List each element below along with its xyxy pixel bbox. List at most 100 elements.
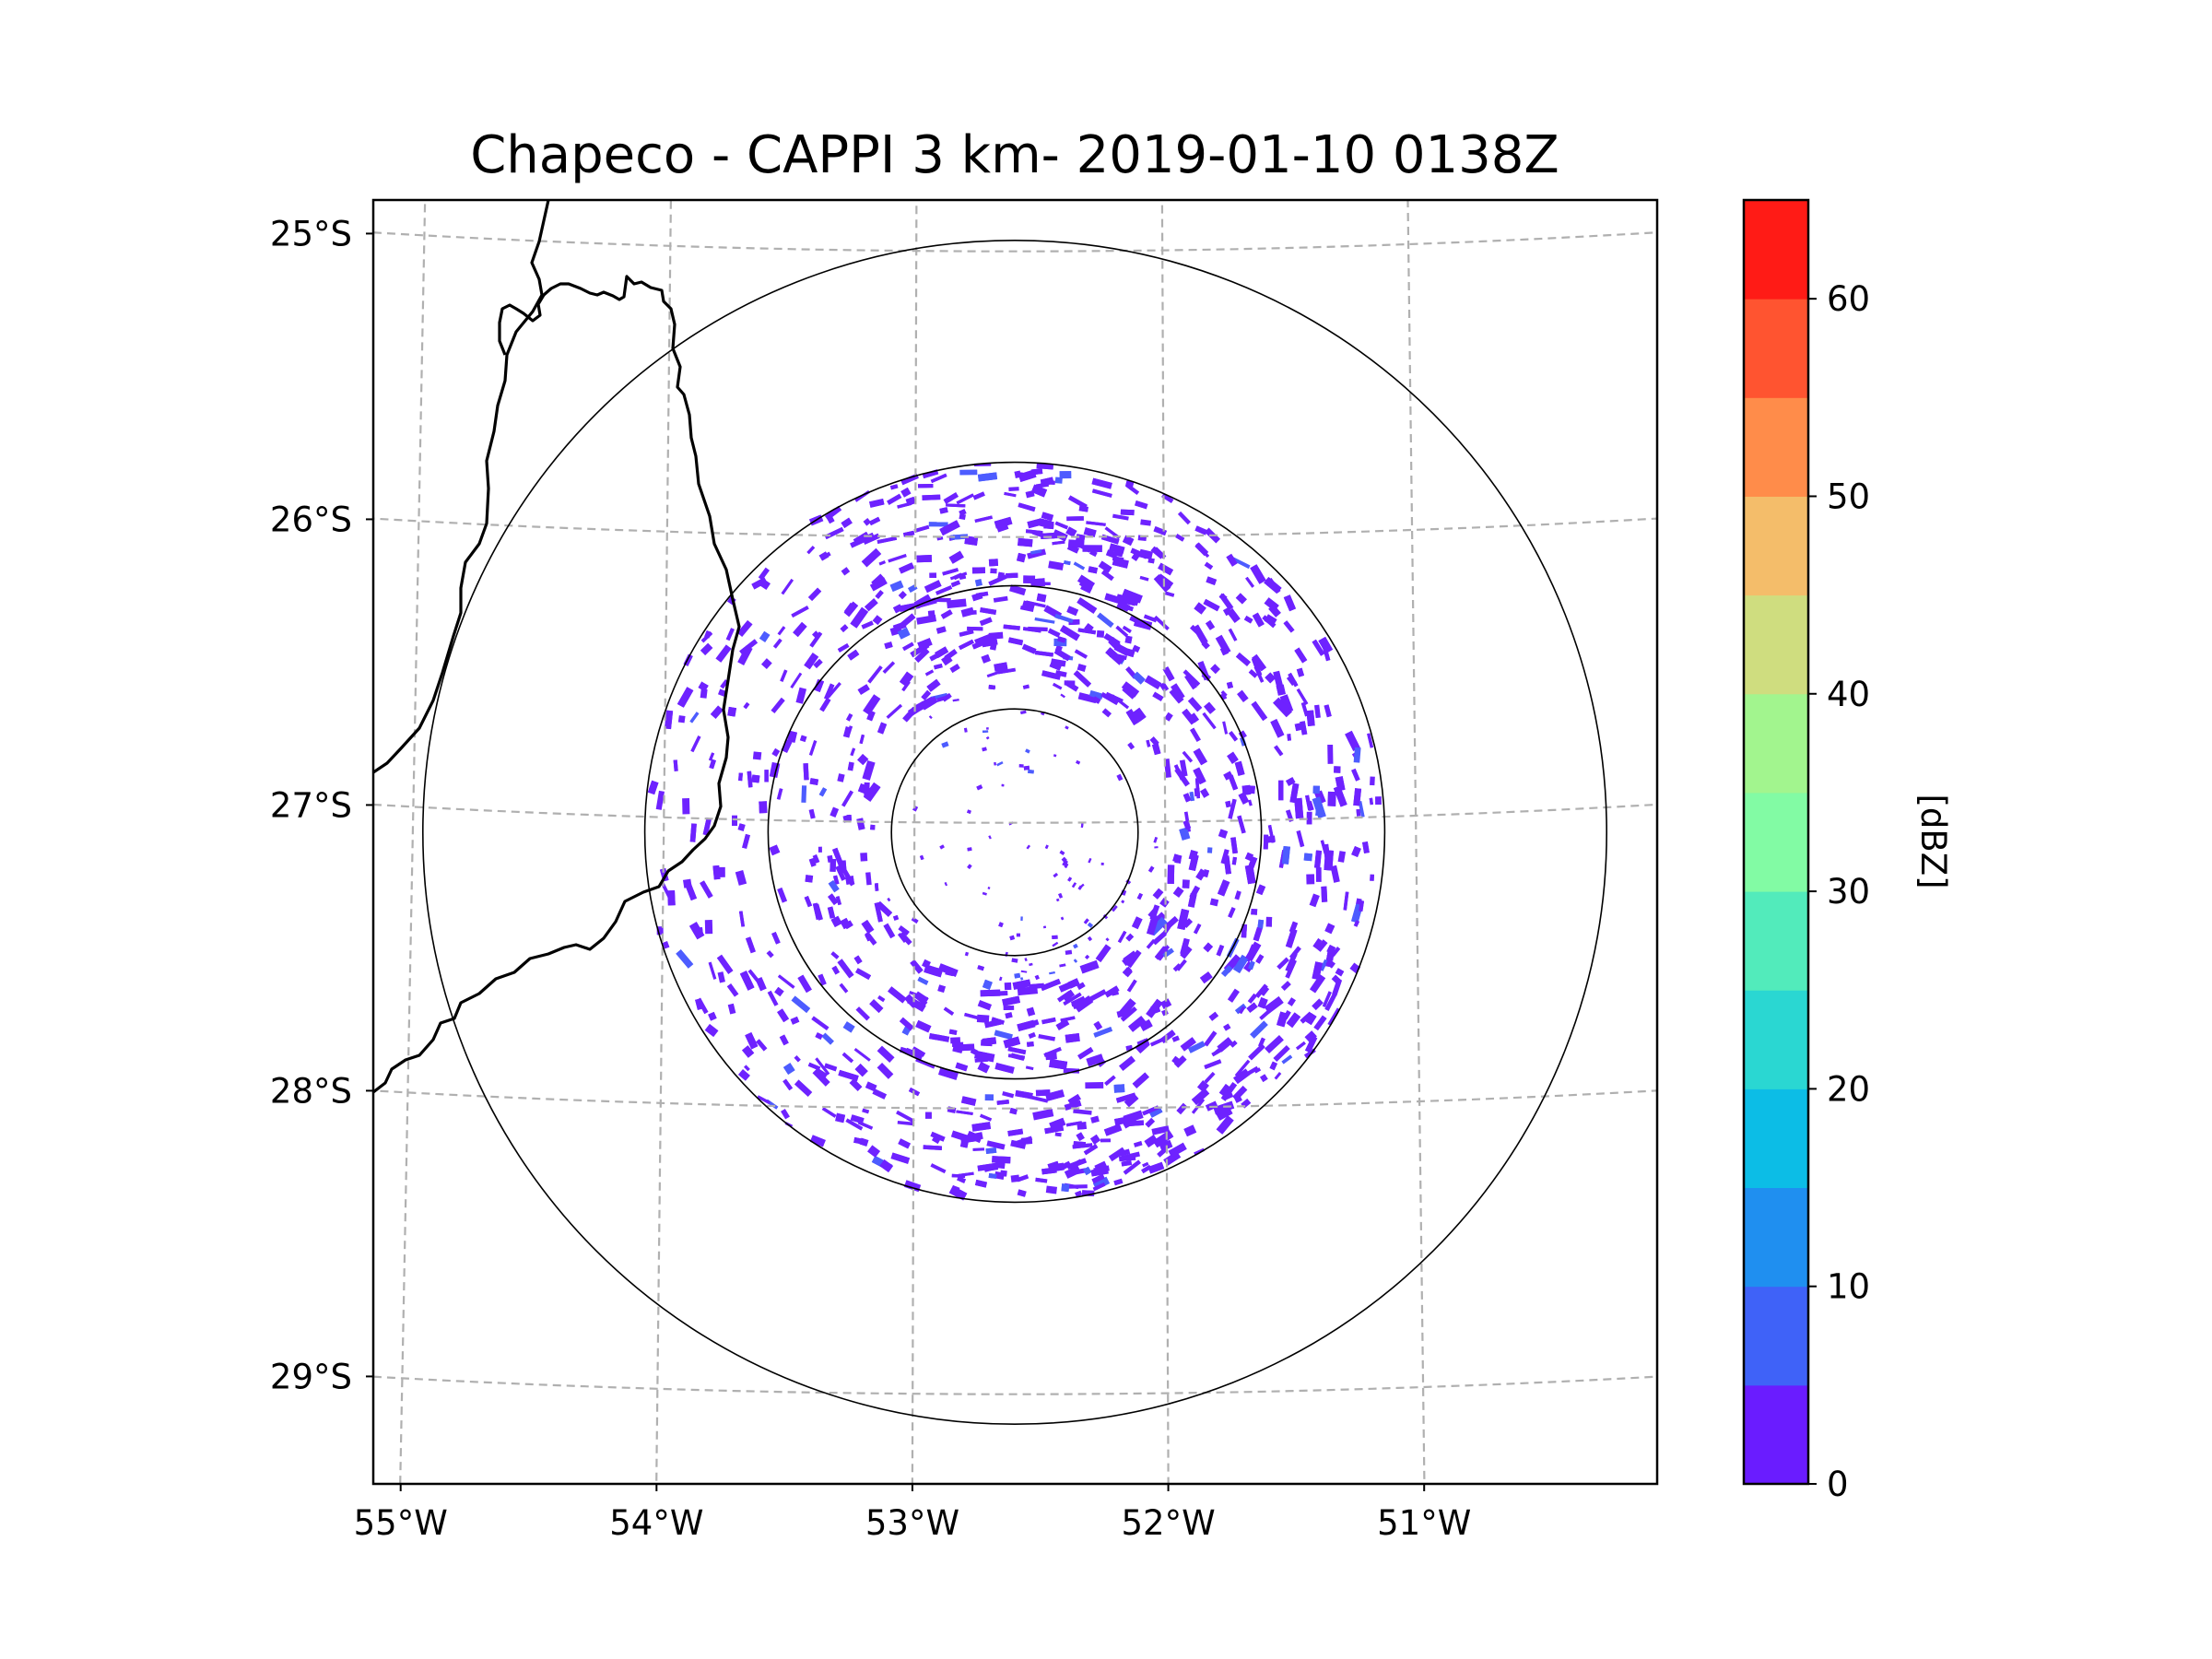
- echo-cell: [997, 571, 1005, 581]
- echo-cell: [812, 902, 821, 921]
- echo-cell: [1296, 830, 1305, 848]
- echo-cell: [1151, 1125, 1170, 1135]
- echo-cell: [1054, 613, 1074, 624]
- echo-cell: [1243, 615, 1253, 624]
- echo-cell: [1001, 783, 1005, 787]
- echo-cell: [821, 1106, 837, 1118]
- meridian-line: [911, 200, 918, 1484]
- echo-cell: [1062, 989, 1075, 1002]
- echo-cell: [869, 999, 884, 1014]
- echo-cell: [1147, 558, 1155, 564]
- echo-cell: [771, 697, 785, 713]
- echo-cell: [874, 883, 879, 891]
- echo-cell: [1007, 637, 1024, 646]
- echo-cell: [1052, 540, 1065, 546]
- echo-cell: [1135, 500, 1148, 510]
- parallel-line: [373, 517, 1657, 538]
- echo-cell: [1237, 815, 1246, 834]
- echo-cell: [1248, 669, 1258, 678]
- echo-cell: [1257, 919, 1265, 929]
- echo-cell: [759, 801, 768, 814]
- echo-cell: [781, 579, 794, 595]
- echo-cell: [830, 858, 837, 872]
- echo-cell: [813, 658, 823, 669]
- echo-cell: [1028, 1031, 1036, 1040]
- echo-cell: [861, 547, 882, 568]
- echo-cell: [1356, 898, 1362, 905]
- echo-cell: [996, 760, 1004, 767]
- echo-cell: [708, 1011, 717, 1021]
- echo-cell: [1067, 877, 1073, 882]
- echo-cell: [700, 642, 713, 655]
- echo-cell: [1122, 687, 1135, 700]
- echo-cell: [1030, 549, 1042, 555]
- echo-cell: [1061, 1183, 1070, 1193]
- echo-cell: [745, 1031, 759, 1050]
- echo-cell: [832, 875, 840, 885]
- echo-cell: [1097, 612, 1114, 629]
- echo-cell: [1327, 1007, 1340, 1026]
- echo-cell: [924, 1112, 932, 1119]
- echo-cell: [677, 715, 686, 724]
- echo-cell: [664, 710, 674, 730]
- echo-cell: [1215, 634, 1231, 655]
- parallel-line: [373, 231, 1657, 253]
- echo-cell: [662, 941, 670, 949]
- echo-cell: [1139, 575, 1149, 582]
- echo-cell: [1274, 745, 1284, 757]
- echo-cell: [1309, 974, 1326, 994]
- echo-cell: [736, 619, 753, 638]
- echo-cell: [841, 567, 851, 576]
- echo-cell: [745, 936, 756, 954]
- echo-cell: [998, 976, 1003, 982]
- echo-cell: [1227, 988, 1240, 1003]
- echo-cell: [1220, 965, 1233, 977]
- echo-cell: [964, 951, 970, 957]
- echo-cell: [1066, 606, 1079, 617]
- echo-cell: [1023, 765, 1030, 771]
- echo-cell: [1285, 952, 1298, 972]
- echo-cell: [1038, 1033, 1056, 1041]
- echo-cell: [977, 1062, 990, 1074]
- echo-cell: [1239, 1006, 1246, 1015]
- colorbar-frame: [1742, 198, 1810, 1486]
- echo-cell: [994, 662, 1008, 672]
- map-frame: [371, 198, 1659, 1486]
- echo-cell: [1315, 807, 1320, 817]
- echo-cell: [1014, 972, 1021, 979]
- echo-cell: [857, 783, 869, 794]
- echo-cell: [976, 784, 983, 791]
- echo-cell: [1018, 764, 1024, 768]
- echo-cell: [985, 1147, 997, 1155]
- echo-cell: [1025, 600, 1046, 608]
- echo-cell: [1091, 1173, 1105, 1184]
- latitude-labels: 25°S 26°S 27°S 28°S 29°S: [270, 214, 373, 1396]
- echo-cell: [1251, 908, 1258, 915]
- echo-cell: [1358, 801, 1365, 818]
- echo-cell: [1167, 865, 1175, 884]
- echo-cell: [1034, 617, 1055, 624]
- echo-cell: [1226, 681, 1234, 689]
- echo-cell: [840, 624, 849, 633]
- echo-cell: [809, 631, 823, 648]
- echo-cell: [1204, 561, 1214, 571]
- echo-cell: [1077, 692, 1098, 704]
- echo-cell: [1241, 784, 1252, 795]
- echo-cell: [1061, 856, 1067, 863]
- echo-cell: [795, 687, 807, 704]
- colorbar-label: [dBZ]: [1913, 794, 1953, 888]
- echo-cell: [1088, 566, 1099, 574]
- echo-cell: [1131, 552, 1140, 561]
- echo-cell: [1012, 979, 1031, 990]
- echo-cell: [1182, 819, 1192, 830]
- echo-cell: [1150, 1004, 1161, 1015]
- echo-cell: [1067, 495, 1088, 510]
- echo-cell: [702, 817, 712, 836]
- echo-cell: [1073, 1141, 1087, 1147]
- echo-cell: [974, 579, 983, 587]
- echo-cell: [811, 1016, 830, 1031]
- echo-cell: [1265, 672, 1277, 684]
- echo-cell: [1216, 1115, 1234, 1135]
- colorbar-band: [1744, 200, 1808, 300]
- echo-cell: [1187, 892, 1197, 908]
